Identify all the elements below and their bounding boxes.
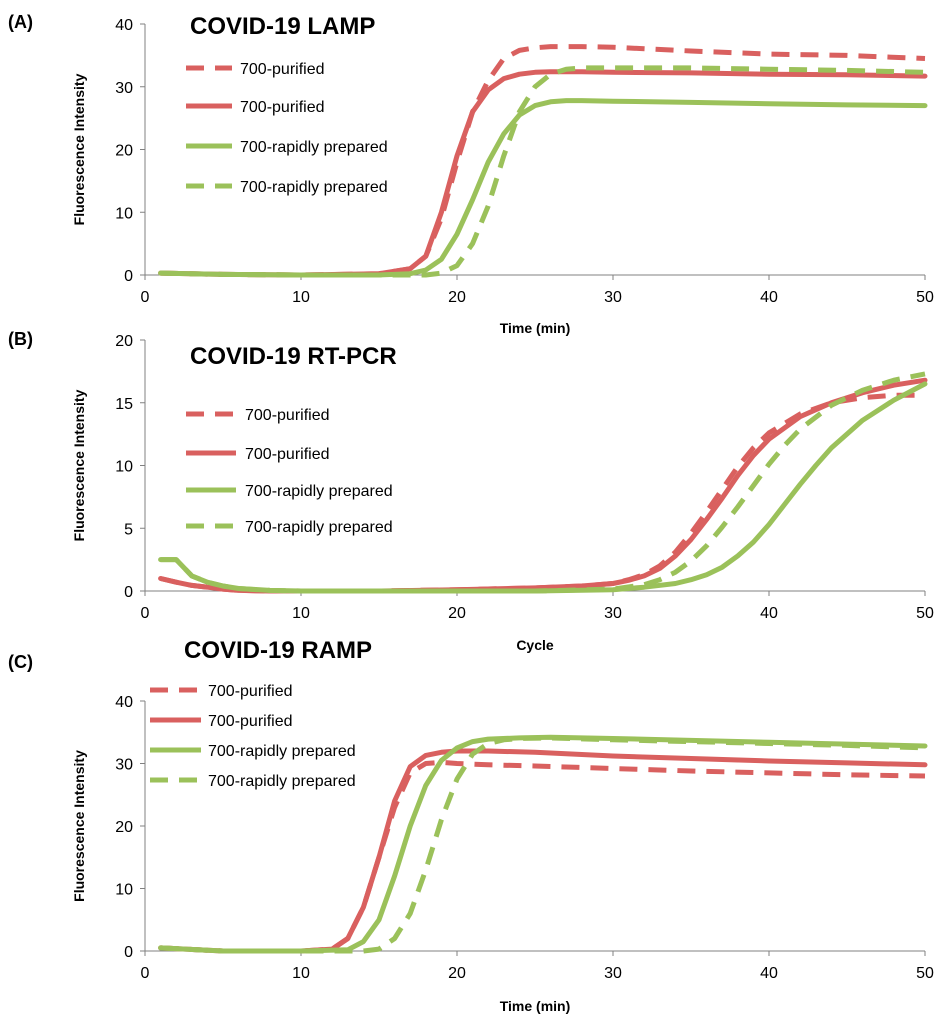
y-tick-label: 5	[124, 521, 133, 538]
x-tick-label: 50	[916, 605, 934, 622]
y-tick-label: 10	[115, 882, 133, 899]
y-tick-label: 40	[115, 17, 133, 34]
y-tick-label: 20	[115, 819, 133, 836]
y-axis-label: Fluorescence Intensity	[71, 389, 87, 541]
legend-label: 700-purified	[208, 713, 293, 730]
x-tick-label: 30	[604, 965, 622, 982]
series-line-purified-dashed	[160, 44, 926, 278]
x-tick-label: 0	[141, 289, 150, 306]
panel-lamp: 0 10 20 30 40 0 10 20 30 40 50 Fluorescence Intensi…	[8, 12, 934, 336]
legend-label: 700-purified	[245, 407, 330, 424]
x-tick-label: 10	[292, 605, 310, 622]
x-tick-label: 40	[760, 289, 778, 306]
y-tick-label: 0	[124, 584, 133, 601]
y-tick-label: 0	[124, 268, 133, 285]
legend: 700-purified 700-purified 700-rapidly prep…	[150, 683, 356, 790]
x-tick-label: 20	[448, 605, 466, 622]
chart-title: COVID-19 RT-PCR	[190, 343, 397, 370]
legend-label: 700-rapidly prepared	[208, 743, 356, 760]
y-tick-label: 30	[115, 80, 133, 97]
y-tick-label: 20	[115, 333, 133, 350]
legend-label: 700-rapidly prepared	[240, 179, 388, 196]
y-axis-label: Fluorescence Intensity	[71, 750, 87, 902]
y-tick-label: 20	[115, 143, 133, 160]
x-tick-label: 50	[916, 289, 934, 306]
y-axis-label: Fluorescence Intensity	[71, 73, 87, 225]
series-line-rapid-solid	[158, 381, 928, 594]
x-tick-label: 0	[141, 965, 150, 982]
legend-label: 700-rapidly prepared	[245, 519, 393, 536]
chart-title: COVID-19 RAMP	[184, 637, 372, 664]
legend-label: 700-rapidly prepared	[240, 139, 388, 156]
series-line-rapid-dashed	[160, 735, 926, 954]
x-axis-label: Time (min)	[500, 998, 571, 1014]
legend-label: 700-purified	[245, 446, 330, 463]
panel-label: (B)	[8, 329, 33, 349]
panel-label: (A)	[8, 12, 33, 32]
x-tick-label: 30	[604, 289, 622, 306]
series-line-rapid-solid	[158, 734, 928, 954]
legend-label: 700-purified	[240, 99, 325, 116]
y-tick-label: 10	[115, 459, 133, 476]
legend-label: 700-rapidly prepared	[245, 483, 393, 500]
x-tick-label: 40	[760, 965, 778, 982]
legend-label: 700-purified	[208, 683, 293, 700]
x-tick-label: 0	[141, 605, 150, 622]
series-line-purified-dashed	[160, 759, 926, 954]
x-tick-label: 30	[604, 605, 622, 622]
y-tick-label: 15	[115, 396, 133, 413]
y-tick-label: 30	[115, 757, 133, 774]
series-line-rapid-dashed	[160, 371, 926, 594]
legend-label: 700-purified	[240, 61, 325, 78]
x-tick-label: 10	[292, 289, 310, 306]
legend: 700-purified 700-purified 700-rapidly prep…	[186, 407, 393, 536]
series-line-rapid-dashed	[160, 65, 926, 278]
series-line-rapid-solid	[158, 98, 928, 278]
y-tick-label: 10	[115, 205, 133, 222]
panel-label: (C)	[8, 652, 33, 672]
x-tick-label: 20	[448, 289, 466, 306]
chart-title: COVID-19 LAMP	[190, 13, 375, 40]
y-tick-label: 0	[124, 944, 133, 961]
x-tick-label: 50	[916, 965, 934, 982]
x-tick-label: 20	[448, 965, 466, 982]
legend: 700-purified 700-purified 700-rapidly prep…	[186, 61, 388, 196]
legend-label: 700-rapidly prepared	[208, 773, 356, 790]
y-tick-label: 40	[115, 694, 133, 711]
x-tick-label: 40	[760, 605, 778, 622]
x-tick-label: 10	[292, 965, 310, 982]
panel-ramp: 0 10 20 30 40 0 10 20 30 40 50 Fluorescence Intensi…	[8, 637, 934, 1014]
x-axis-label: Cycle	[516, 637, 554, 653]
panel-rt-pcr: 0 5 10 15 20 0 10 20 30 40 50 Fluorescence Intensit…	[8, 329, 934, 653]
x-axis-label: Time (min)	[500, 320, 571, 336]
